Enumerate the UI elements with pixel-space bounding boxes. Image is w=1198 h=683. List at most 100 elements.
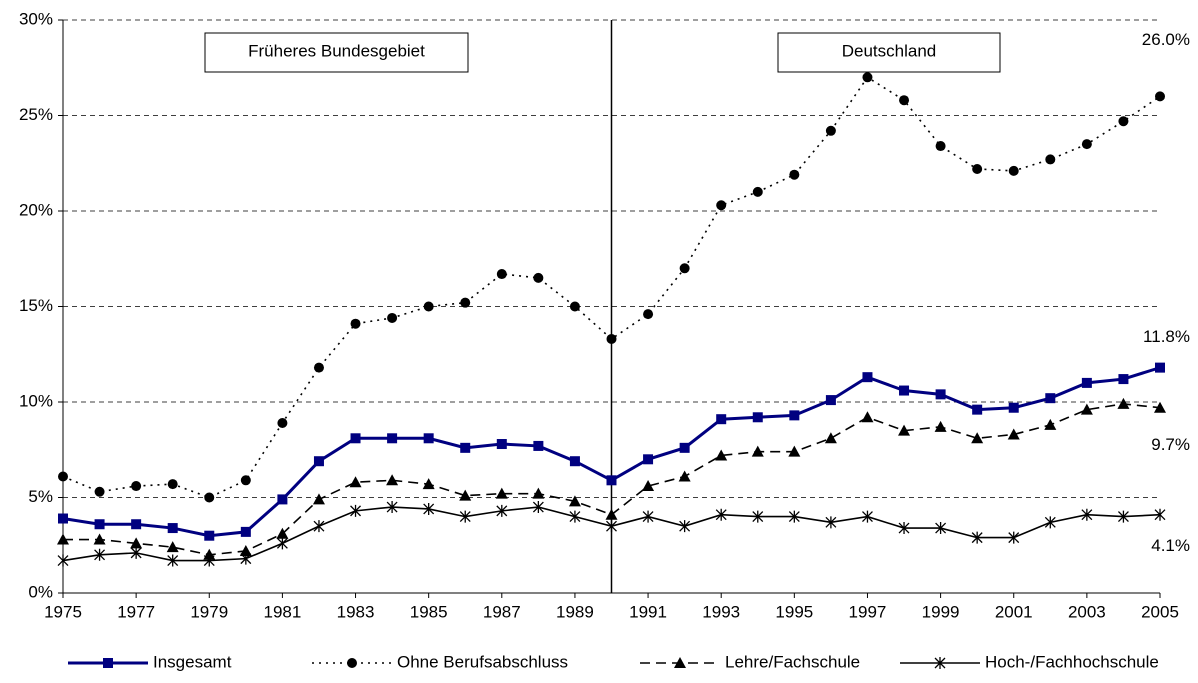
marker xyxy=(1155,362,1165,373)
marker xyxy=(1117,397,1130,409)
marker xyxy=(423,502,435,515)
marker xyxy=(167,479,178,490)
marker xyxy=(94,548,106,561)
marker xyxy=(788,445,801,457)
marker xyxy=(1080,403,1093,415)
x-tick-label: 1999 xyxy=(922,602,960,621)
legend-label: Lehre/Fachschule xyxy=(725,652,860,671)
marker xyxy=(1154,401,1166,413)
marker xyxy=(569,456,580,467)
marker xyxy=(569,301,580,312)
x-tick-label: 1993 xyxy=(702,602,740,621)
marker xyxy=(532,501,544,514)
marker xyxy=(899,385,910,396)
y-tick-label: 20% xyxy=(19,200,53,219)
marker xyxy=(715,508,727,521)
marker xyxy=(825,395,836,406)
y-tick-label: 25% xyxy=(19,105,53,124)
marker xyxy=(606,475,617,486)
marker xyxy=(606,520,617,533)
marker xyxy=(58,513,68,524)
marker xyxy=(898,522,910,535)
marker xyxy=(423,301,434,312)
marker xyxy=(131,519,142,530)
legend-marker xyxy=(674,657,686,668)
x-tick-label: 1981 xyxy=(263,602,301,621)
marker xyxy=(496,504,508,517)
marker xyxy=(1008,402,1019,413)
marker xyxy=(350,433,361,444)
marker xyxy=(240,475,251,486)
marker xyxy=(387,312,398,323)
marker xyxy=(972,163,983,174)
marker xyxy=(277,418,288,429)
marker xyxy=(899,95,910,106)
marker xyxy=(1154,508,1166,521)
marker xyxy=(716,414,727,425)
marker xyxy=(167,523,178,534)
marker xyxy=(204,492,215,503)
marker xyxy=(825,516,837,529)
marker xyxy=(752,510,764,523)
marker xyxy=(131,481,142,492)
marker xyxy=(533,440,544,451)
y-tick-label: 15% xyxy=(19,296,53,315)
x-tick-label: 1977 xyxy=(117,602,155,621)
marker xyxy=(825,125,836,136)
marker xyxy=(386,501,398,514)
annotation: Deutschland xyxy=(842,41,937,60)
marker xyxy=(93,533,106,545)
marker xyxy=(350,318,361,329)
x-tick-label: 1975 xyxy=(44,602,82,621)
marker xyxy=(57,554,69,567)
end-label: 26.0% xyxy=(1142,30,1190,49)
annotation-box xyxy=(204,32,469,73)
marker xyxy=(203,554,215,567)
marker xyxy=(643,454,654,465)
marker xyxy=(276,537,288,550)
marker xyxy=(240,526,251,537)
marker xyxy=(495,487,508,499)
marker xyxy=(605,508,618,520)
marker xyxy=(422,478,435,490)
marker xyxy=(167,554,179,567)
marker xyxy=(862,510,873,523)
end-label: 11.8% xyxy=(1143,327,1190,346)
marker xyxy=(898,424,911,436)
marker xyxy=(386,474,399,486)
marker xyxy=(1007,428,1020,440)
y-tick-label: 10% xyxy=(19,391,53,410)
x-tick-label: 1991 xyxy=(629,602,667,621)
marker xyxy=(716,200,727,211)
marker xyxy=(1081,508,1093,521)
annotation-box xyxy=(777,32,1001,73)
marker xyxy=(1118,116,1129,127)
x-tick-label: 1989 xyxy=(556,602,594,621)
marker xyxy=(1081,377,1092,388)
marker xyxy=(642,510,654,523)
legend-label: Ohne Berufsabschluss xyxy=(397,652,568,671)
marker xyxy=(94,519,105,530)
marker xyxy=(533,272,544,283)
marker xyxy=(679,263,690,274)
marker xyxy=(1118,374,1129,385)
marker xyxy=(423,433,434,444)
marker xyxy=(971,432,984,444)
marker xyxy=(679,520,691,533)
end-label: 4.1% xyxy=(1151,536,1190,555)
marker xyxy=(240,552,252,565)
x-tick-label: 1987 xyxy=(483,602,521,621)
marker xyxy=(789,169,800,180)
marker xyxy=(496,439,507,450)
marker xyxy=(862,372,873,383)
marker xyxy=(350,504,361,517)
marker xyxy=(935,522,947,535)
x-tick-label: 2003 xyxy=(1068,602,1106,621)
y-tick-label: 0% xyxy=(28,582,53,601)
marker xyxy=(459,489,472,501)
marker xyxy=(313,362,324,373)
marker xyxy=(459,510,471,523)
marker xyxy=(1044,418,1057,430)
marker xyxy=(715,449,728,461)
